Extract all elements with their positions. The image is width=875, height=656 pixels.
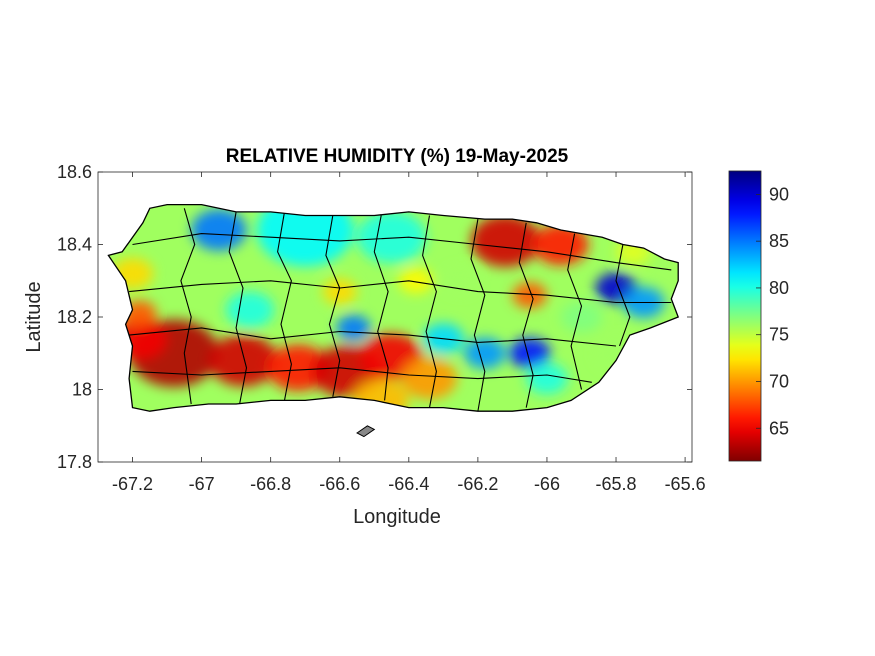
- x-tick-label: -67: [189, 474, 215, 494]
- municipality-boundaries: [129, 208, 672, 412]
- y-tick-label: 18.4: [57, 235, 92, 255]
- humidity-region-13: [357, 211, 427, 264]
- colorbar-tick-label: 85: [769, 231, 789, 251]
- y-tick-label: 18.6: [57, 162, 92, 182]
- colorbar-ticks: 65 70 75 80 85 90: [756, 184, 789, 438]
- x-tick-label: -67.2: [112, 474, 153, 494]
- humidity-region-24: [322, 278, 358, 305]
- colorbar: [728, 170, 762, 462]
- colorbar-tick-label: 70: [769, 371, 789, 391]
- humidity-region-6: [401, 357, 458, 400]
- coastline: [107, 203, 680, 412]
- islet: [356, 425, 376, 438]
- x-tick-label: -66.8: [250, 474, 291, 494]
- humidity-region-8: [470, 214, 541, 267]
- municipality-boundary-5: [422, 215, 437, 408]
- humidity-region-26: [560, 301, 603, 333]
- municipality-boundary-13: [132, 367, 592, 383]
- municipality-boundary-12: [129, 327, 617, 347]
- humidity-region-10: [512, 282, 547, 309]
- humidity-region-11: [191, 209, 247, 251]
- x-tick-label: -66.4: [388, 474, 429, 494]
- humidity-region-29: [443, 267, 478, 294]
- municipality-boundary-0: [180, 208, 196, 405]
- municipality-boundary-3: [325, 215, 341, 397]
- humidity-field: [108, 204, 679, 412]
- chart-title: RELATIVE HUMIDITY (%) 19-May-2025: [226, 146, 569, 167]
- humidity-region-21: [225, 291, 275, 328]
- y-tick-label: 17.8: [57, 452, 92, 472]
- humidity-region-17: [464, 337, 506, 369]
- municipality-boundary-8: [567, 233, 583, 390]
- x-tick-label: -65.8: [596, 474, 637, 494]
- x-tick-label: -66.6: [319, 474, 360, 494]
- y-tick-label: 18.2: [57, 307, 92, 327]
- y-axis-ticks: 17.8 18 18.2 18.4 18.6: [57, 162, 692, 472]
- humidity-region-16: [508, 337, 551, 369]
- municipality-boundary-10: [132, 233, 672, 271]
- x-axis-label: Longitude: [353, 506, 441, 528]
- humidity-region-2: [208, 334, 278, 387]
- humidity-region-20: [526, 363, 568, 395]
- colorbar-tick-label: 65: [769, 418, 789, 438]
- y-axis-label: Latitude: [23, 281, 45, 352]
- humidity-region-18: [336, 314, 371, 341]
- municipality-boundary-11: [129, 280, 672, 304]
- humidity-region-25: [398, 267, 433, 294]
- humidity-regions: [111, 204, 665, 412]
- x-tick-label: -66: [534, 474, 560, 494]
- municipality-boundary-1: [228, 211, 248, 405]
- colorbar-tick-label: 75: [769, 325, 789, 345]
- colorbar-tick-label: 80: [769, 278, 789, 298]
- colorbar-tick-label: 90: [769, 184, 789, 204]
- y-tick-label: 18: [72, 380, 92, 400]
- x-tick-label: -66.2: [457, 474, 498, 494]
- x-axis-ticks: -67.2 -67 -66.8 -66.6 -66.4 -66.2 -66 -65.8 -65.…: [112, 172, 706, 494]
- x-tick-label: -65.6: [665, 474, 706, 494]
- municipality-boundary-7: [518, 222, 534, 408]
